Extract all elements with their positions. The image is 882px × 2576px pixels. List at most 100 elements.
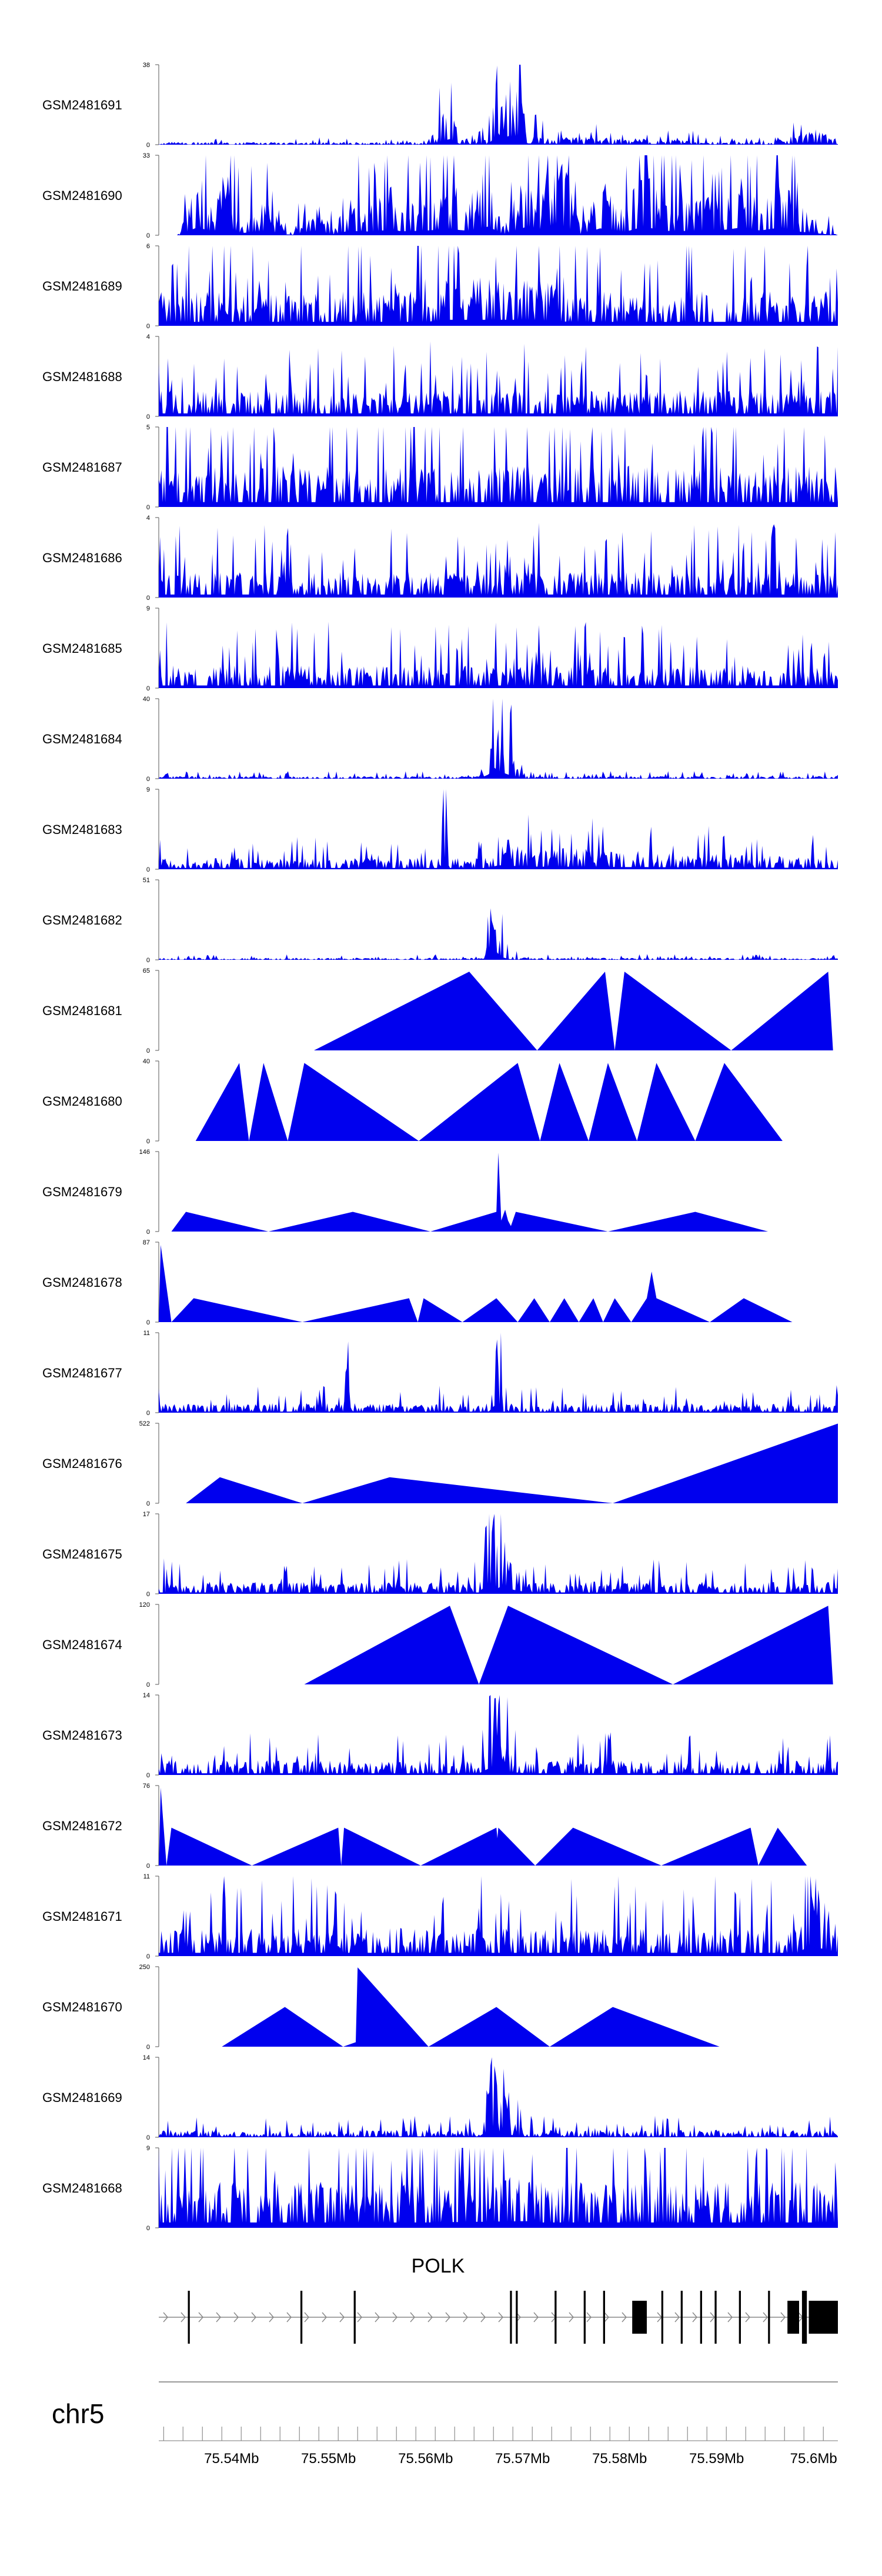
strand-arrow <box>445 2312 450 2323</box>
y-max-label: 11 <box>143 1330 150 1337</box>
strand-arrow <box>533 2312 539 2323</box>
coverage-area <box>171 1152 769 1232</box>
strand-arrow <box>569 2312 574 2323</box>
strand-arrow <box>163 2312 168 2323</box>
track-label: GSM2481682 <box>42 913 122 927</box>
exon-block <box>300 2291 303 2344</box>
y-max-label: 4 <box>146 515 150 522</box>
coverage-area <box>159 622 838 688</box>
strand-arrow <box>251 2312 256 2323</box>
y-max-label: 11 <box>143 1873 150 1880</box>
strand-arrow <box>692 2312 697 2323</box>
track-GSM2481681: GSM2481681 65 0 <box>42 967 833 1055</box>
strand-arrow <box>198 2312 203 2323</box>
y-min-label: 0 <box>146 2225 150 2232</box>
y-min-label: 0 <box>146 1591 150 1598</box>
y-max-label: 522 <box>139 1420 150 1427</box>
coverage-area <box>159 2057 838 2137</box>
coverage-area <box>314 972 833 1050</box>
strand-arrow <box>322 2312 327 2323</box>
track-label: GSM2481674 <box>42 1637 122 1652</box>
y-min-label: 0 <box>146 504 150 511</box>
strand-arrow <box>427 2312 433 2323</box>
coverage-area <box>159 155 838 235</box>
track-label: GSM2481683 <box>42 822 122 837</box>
strand-arrow <box>710 2312 715 2323</box>
y-min-label: 0 <box>146 1319 150 1326</box>
exon-block <box>516 2291 518 2344</box>
y-max-label: 6 <box>146 243 150 250</box>
coverage-area <box>195 1063 783 1141</box>
gene-name-label: POLK <box>412 2255 465 2277</box>
exon-block <box>680 2291 683 2344</box>
y-min-label: 0 <box>146 685 150 692</box>
exon-block <box>700 2291 702 2344</box>
exon-block <box>510 2291 512 2344</box>
track-GSM2481668: GSM2481668 9 0 <box>42 2145 838 2232</box>
data-tracks: GSM2481691380GSM2481690330GSM248168960GS… <box>42 62 838 2232</box>
y-min-label: 0 <box>146 866 150 873</box>
y-max-label: 17 <box>143 1511 150 1518</box>
exon-block <box>632 2301 647 2334</box>
y-min-label: 0 <box>146 1500 150 1507</box>
y-max-label: 76 <box>143 1783 150 1790</box>
coverage-area <box>159 246 838 326</box>
y-min-label: 0 <box>146 413 150 421</box>
coverage-area <box>159 523 838 598</box>
strand-arrow <box>622 2312 627 2323</box>
track-GSM2481672: GSM2481672 76 0 <box>42 1783 807 1870</box>
track-GSM2481690: GSM2481690 33 0 <box>42 152 838 239</box>
track-GSM2481680: GSM2481680 40 0 <box>42 1058 783 1145</box>
strand-arrow <box>604 2312 609 2323</box>
y-max-label: 250 <box>139 1964 150 1971</box>
y-max-label: 9 <box>146 2145 150 2152</box>
coverage-area <box>159 1244 793 1322</box>
strand-arrow <box>410 2312 415 2323</box>
y-min-label: 0 <box>146 1229 150 1236</box>
track-GSM2481689: GSM2481689 6 0 <box>42 243 838 330</box>
coverage-area <box>159 341 838 416</box>
y-min-label: 0 <box>146 232 150 239</box>
track-GSM2481669: GSM2481669 14 0 <box>42 2054 838 2141</box>
track-GSM2481685: GSM2481685 9 0 <box>42 605 838 692</box>
y-min-label: 0 <box>146 1953 150 1960</box>
track-label: GSM2481688 <box>42 369 122 384</box>
y-max-label: 33 <box>143 152 150 159</box>
track-GSM2481688: GSM2481688 4 0 <box>42 333 838 421</box>
exon-block <box>787 2301 799 2334</box>
y-min-label: 0 <box>146 142 150 149</box>
x-tick-label: 75.58Mb <box>592 2451 647 2467</box>
track-label: GSM2481670 <box>42 2000 122 2014</box>
track-label: GSM2481690 <box>42 188 122 203</box>
track-label: GSM2481691 <box>42 98 122 112</box>
genome-axis-track: chr5 75.54Mb 75.55Mb 75.56Mb 75.57Mb 75.58Mb 7… <box>52 2381 838 2467</box>
coverage-area <box>186 1423 838 1503</box>
y-max-label: 14 <box>143 2054 150 2061</box>
x-tick-label: 75.54Mb <box>204 2451 259 2467</box>
strand-arrow <box>780 2312 786 2323</box>
coverage-area <box>159 2148 838 2228</box>
track-GSM2481675: GSM2481675 17 0 <box>42 1511 838 1598</box>
y-max-label: 9 <box>146 786 150 793</box>
y-max-label: 120 <box>139 1601 150 1609</box>
y-max-label: 65 <box>143 967 150 975</box>
x-tick-label: 75.6Mb <box>790 2451 837 2467</box>
track-label: GSM2481673 <box>42 1728 122 1743</box>
exon-block <box>583 2291 586 2344</box>
strand-arrow <box>181 2312 186 2323</box>
y-min-label: 0 <box>146 1138 150 1145</box>
exon-block <box>801 2291 807 2344</box>
y-max-label: 40 <box>143 696 150 703</box>
strand-arrow <box>745 2312 750 2323</box>
track-GSM2481684: GSM2481684 40 0 <box>42 696 838 783</box>
strand-arrow <box>233 2312 239 2323</box>
coverage-area <box>159 699 838 779</box>
exon-block <box>714 2291 717 2344</box>
y-max-label: 87 <box>143 1239 150 1246</box>
strand-arrow <box>269 2312 274 2323</box>
exon-block <box>661 2291 663 2344</box>
y-min-label: 0 <box>146 957 150 964</box>
y-max-label: 40 <box>143 1058 150 1065</box>
exon-block <box>808 2301 838 2334</box>
track-label: GSM2481684 <box>42 732 122 746</box>
